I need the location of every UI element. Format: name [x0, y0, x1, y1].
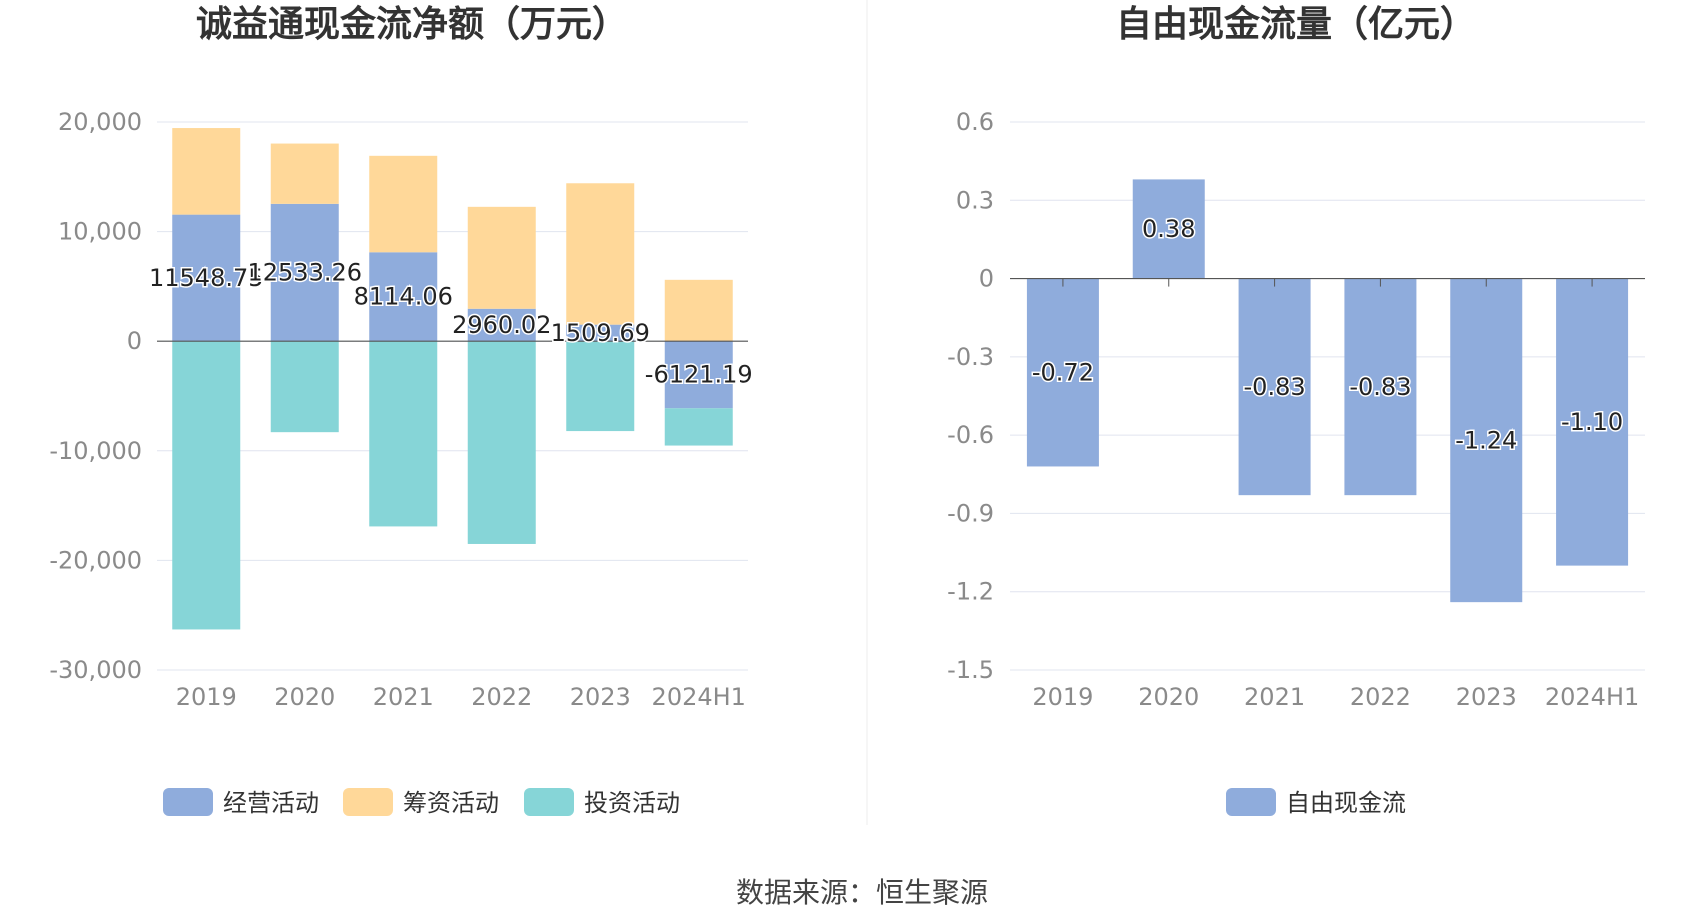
left-bar-financing: [369, 155, 438, 253]
legend-label-operating: 经营活动: [223, 789, 319, 817]
right-x-tick-label: 2023: [1456, 683, 1517, 711]
left-axis: 20,000 10,000 0 -10,000 -20,000 -30,000 2019 20…: [49, 108, 748, 711]
right-axis: 0.6 0.3 0 -0.3 -0.6 -0.9 -1.2 -1.5 2019 2020 2021 2…: [947, 108, 1645, 711]
left-x-tick-label: 2019: [176, 683, 237, 711]
right-chart-title: 自由现金流量（亿元）: [1116, 3, 1476, 45]
left-bar-operating: [566, 324, 635, 342]
left-bars: [172, 128, 733, 630]
left-data-label: 12533.26: [247, 259, 362, 287]
left-y-tick-label: 20,000: [58, 108, 142, 136]
left-x-tick-label: 2024H1: [652, 683, 746, 711]
left-bar-financing: [270, 143, 339, 204]
right-x-tick-label: 2021: [1244, 683, 1305, 711]
right-y-tick-label: -0.9: [947, 499, 994, 527]
left-data-label: -6121.19: [645, 361, 753, 389]
left-bar-investing: [172, 341, 241, 630]
right-y-tick-label: 0.3: [956, 186, 994, 214]
right-data-label: -1.10: [1561, 408, 1623, 436]
left-data-label: 11548.75: [149, 264, 264, 292]
left-x-tick-label: 2023: [570, 683, 631, 711]
right-y-tick-label: -0.3: [947, 343, 994, 371]
left-bar-financing: [566, 183, 635, 325]
left-bar-financing: [467, 206, 536, 309]
left-y-tick-label: -20,000: [49, 546, 142, 574]
right-data-label: 0.38: [1142, 215, 1195, 243]
left-x-tick-label: 2020: [274, 683, 335, 711]
left-bar-operating: [467, 308, 536, 342]
right-legend[interactable]: 自由现金流: [1226, 788, 1406, 817]
right-x-tick-label: 2024H1: [1545, 683, 1639, 711]
right-bar-fcf: [1026, 278, 1099, 467]
legend-swatch-fcf: [1226, 788, 1276, 816]
legend-swatch-financing: [343, 788, 393, 816]
left-chart-title: 诚益通现金流净额（万元）: [196, 3, 628, 45]
left-bar-financing: [664, 279, 733, 342]
right-gridlines: [1010, 121, 1645, 671]
right-bars: [1026, 179, 1629, 603]
left-bar-investing: [566, 341, 635, 432]
right-bar-fcf: [1344, 278, 1417, 496]
left-data-label: 1509.69: [551, 319, 650, 347]
left-bar-investing: [369, 341, 438, 527]
left-legend[interactable]: 经营活动 筹资活动 投资活动: [163, 788, 680, 817]
left-y-tick-label: 10,000: [58, 218, 142, 246]
right-bar-fcf: [1238, 278, 1311, 496]
right-x-tick-label: 2019: [1032, 683, 1093, 711]
free-cashflow-chart: 自由现金流量（亿元） 0.6 0.3 0 -0.3 -0.6 -0.9 -1.2 -1.5 20…: [947, 3, 1645, 817]
left-bar-operating: [172, 214, 241, 342]
right-bar-fcf: [1556, 278, 1629, 566]
left-x-tick-label: 2022: [471, 683, 532, 711]
left-bar-investing: [664, 408, 733, 446]
legend-swatch-investing: [524, 788, 574, 816]
left-gridlines: [157, 121, 748, 671]
cashflow-net-chart: 诚益通现金流净额（万元） 20,000 10,000 0 -10,000 -20,000…: [49, 3, 754, 817]
left-bar-investing: [270, 341, 339, 433]
left-data-label: 2960.02: [452, 311, 551, 339]
right-x-tick-label: 2022: [1350, 683, 1411, 711]
left-y-tick-label: 0: [127, 327, 142, 355]
right-data-labels: -0.72 0.38 -0.83 -0.83 -1.24 -1.10: [1030, 213, 1624, 455]
left-x-tick-label: 2021: [373, 683, 434, 711]
left-bar-financing: [172, 128, 241, 215]
left-bar-investing: [467, 341, 536, 544]
right-bar-fcf: [1132, 179, 1205, 279]
right-data-label: -0.83: [1244, 373, 1306, 401]
right-x-tick-label: 2020: [1138, 683, 1199, 711]
left-bar-operating: [369, 252, 438, 342]
right-y-tick-label: -1.2: [947, 578, 994, 606]
legend-label-financing: 筹资活动: [403, 789, 499, 817]
right-y-tick-label: -0.6: [947, 421, 994, 449]
left-bar-operating: [664, 341, 733, 409]
left-bar-operating: [270, 203, 339, 342]
legend-swatch-operating: [163, 788, 213, 816]
right-y-tick-label: 0.6: [956, 108, 994, 136]
right-data-label: -1.24: [1455, 426, 1517, 454]
legend-label-investing: 投资活动: [584, 789, 680, 817]
right-bar-fcf: [1450, 278, 1523, 603]
right-y-tick-label: -1.5: [947, 656, 994, 684]
legend-label-fcf: 自由现金流: [1286, 789, 1406, 817]
right-data-label: -0.72: [1032, 359, 1094, 387]
right-data-label: -0.83: [1349, 373, 1411, 401]
left-y-tick-label: -30,000: [49, 656, 142, 684]
right-y-tick-label: 0: [979, 265, 994, 293]
data-source-text: 数据来源：恒生聚源: [736, 876, 988, 909]
left-data-label: 8114.06: [354, 283, 453, 311]
left-y-tick-label: -10,000: [49, 437, 142, 465]
